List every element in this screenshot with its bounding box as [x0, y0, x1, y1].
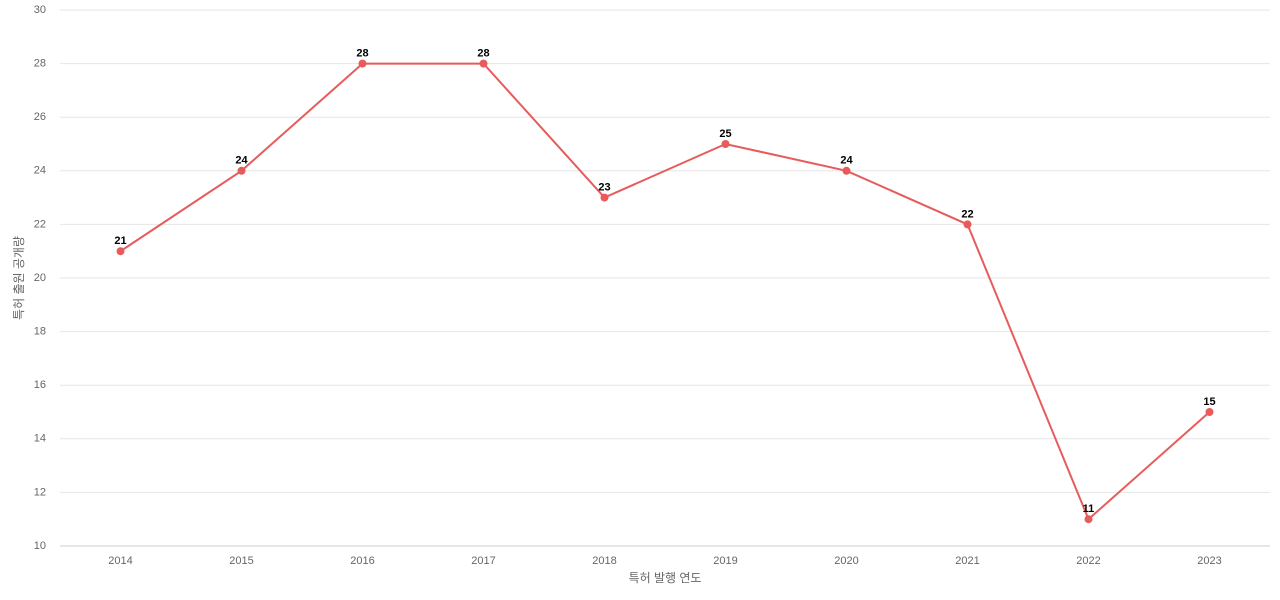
y-tick-label: 18 — [34, 326, 46, 338]
point — [842, 166, 851, 175]
data-label: 15 — [1203, 396, 1215, 408]
point — [358, 59, 367, 68]
point — [1205, 408, 1214, 416]
point — [600, 193, 609, 202]
x-tick-label: 2018 — [592, 555, 616, 567]
y-tick-label: 16 — [34, 379, 46, 391]
x-tick-label: 2022 — [1076, 555, 1100, 567]
x-tick-label: 2015 — [229, 555, 253, 567]
x-tick-label: 2016 — [350, 555, 374, 567]
y-tick-label: 24 — [34, 165, 46, 177]
y-tick-label: 28 — [34, 58, 46, 70]
point — [1084, 515, 1093, 524]
data-label: 21 — [114, 235, 126, 247]
data-label: 22 — [961, 208, 973, 220]
y-tick-label: 20 — [34, 272, 46, 284]
y-tick-label: 30 — [34, 4, 46, 16]
x-tick-label: 2014 — [108, 555, 132, 567]
data-label: 24 — [840, 155, 853, 167]
y-tick-label: 14 — [34, 433, 46, 445]
y-tick-label: 10 — [34, 540, 46, 552]
data-label: 24 — [235, 155, 248, 167]
data-label: 23 — [598, 182, 610, 194]
line — [119, 62, 1211, 521]
y-tick-label: 12 — [34, 486, 46, 498]
x-tick-label: 2023 — [1197, 555, 1221, 567]
point — [479, 59, 488, 68]
x-tick-label: 2017 — [471, 555, 495, 567]
x-tick-label: 2020 — [834, 555, 858, 567]
data-label: 25 — [719, 128, 731, 140]
y-tick-label: 22 — [34, 218, 46, 230]
point — [237, 166, 246, 175]
data-label: 11 — [1083, 503, 1095, 515]
x-axis-label: 특허 발행 연도 — [629, 570, 702, 585]
point — [721, 140, 730, 148]
y-tick-label: 26 — [34, 111, 46, 123]
y-axis-label: 특허 출원 공개량 — [12, 236, 26, 320]
point — [116, 247, 125, 256]
point — [963, 220, 972, 229]
x-tick-label: 2021 — [955, 555, 979, 567]
data-label: 28 — [356, 48, 368, 60]
data-label: 28 — [477, 48, 489, 60]
x-tick-label: 2019 — [713, 555, 737, 567]
